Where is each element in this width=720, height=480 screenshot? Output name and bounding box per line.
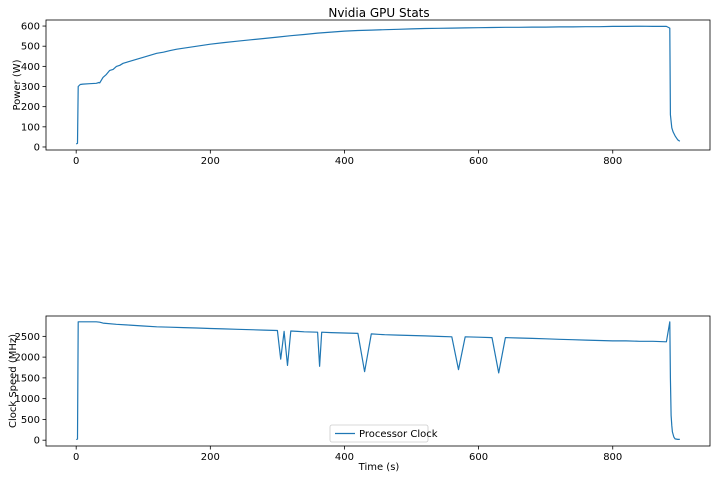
power-y-tick-label: 100 xyxy=(21,122,40,133)
legend-box xyxy=(329,424,429,443)
power-y-tick-label: 500 xyxy=(21,42,40,53)
figure-title: Nvidia GPU Stats xyxy=(328,6,429,20)
clock-x-ticks: 0 200 400 600 800 xyxy=(73,446,622,463)
clock-y-tick-label: 1500 xyxy=(15,373,40,384)
clock-chart-frame xyxy=(45,315,711,447)
clock-series-group xyxy=(76,321,680,440)
clock-y-axis-label: Clock Speed (MHz) xyxy=(8,334,19,428)
power-series-line-0 xyxy=(75,25,681,145)
legend-label: Processor Clock xyxy=(359,429,438,440)
clock-y-ticks: 0 500 1000 1500 2000 2500 xyxy=(15,332,46,447)
power-y-tick-label: 300 xyxy=(21,82,40,93)
power-x-tick-label: 400 xyxy=(335,156,354,167)
clock-x-axis-label: Time (s) xyxy=(358,462,400,473)
power-x-ticks: 0 200 400 600 800 xyxy=(73,150,622,167)
clock-x-tick-label: 800 xyxy=(603,452,622,463)
power-x-tick-label: 0 xyxy=(73,156,79,167)
power-y-ticks: 0 100 200 300 400 500 600 xyxy=(21,22,46,153)
clock-x-tick-label: 600 xyxy=(469,452,488,463)
clock-chart: 0 200 400 600 800 0 500 1000 1500 2000 2500 Time … xyxy=(8,315,711,473)
clock-x-tick-label: 0 xyxy=(73,452,79,463)
clock-x-tick-label: 200 xyxy=(201,452,220,463)
power-y-tick-label: 400 xyxy=(21,62,40,73)
clock-y-tick-label: 2500 xyxy=(15,332,40,343)
power-chart: 0 200 400 600 800 0 100 200 300 400 500 600 Power … xyxy=(12,19,711,167)
power-x-tick-label: 200 xyxy=(201,156,220,167)
clock-x-tick-label: 400 xyxy=(335,452,354,463)
clock-y-tick-label: 0 xyxy=(34,436,40,447)
clock-series-line-0 xyxy=(76,321,680,440)
clock-y-tick-label: 1000 xyxy=(15,394,40,405)
power-x-tick-label: 600 xyxy=(469,156,488,167)
power-x-tick-label: 800 xyxy=(603,156,622,167)
clock-y-tick-label: 500 xyxy=(21,415,40,426)
power-y-tick-label: 600 xyxy=(21,22,40,33)
power-y-axis-label: Power (W) xyxy=(12,59,23,110)
clock-legend: Processor Clock xyxy=(329,424,438,443)
power-series-group xyxy=(75,25,681,145)
power-y-tick-label: 0 xyxy=(34,142,40,153)
clock-y-tick-label: 2000 xyxy=(15,353,40,364)
power-y-tick-label: 200 xyxy=(21,102,40,113)
power-chart-frame xyxy=(45,19,711,151)
